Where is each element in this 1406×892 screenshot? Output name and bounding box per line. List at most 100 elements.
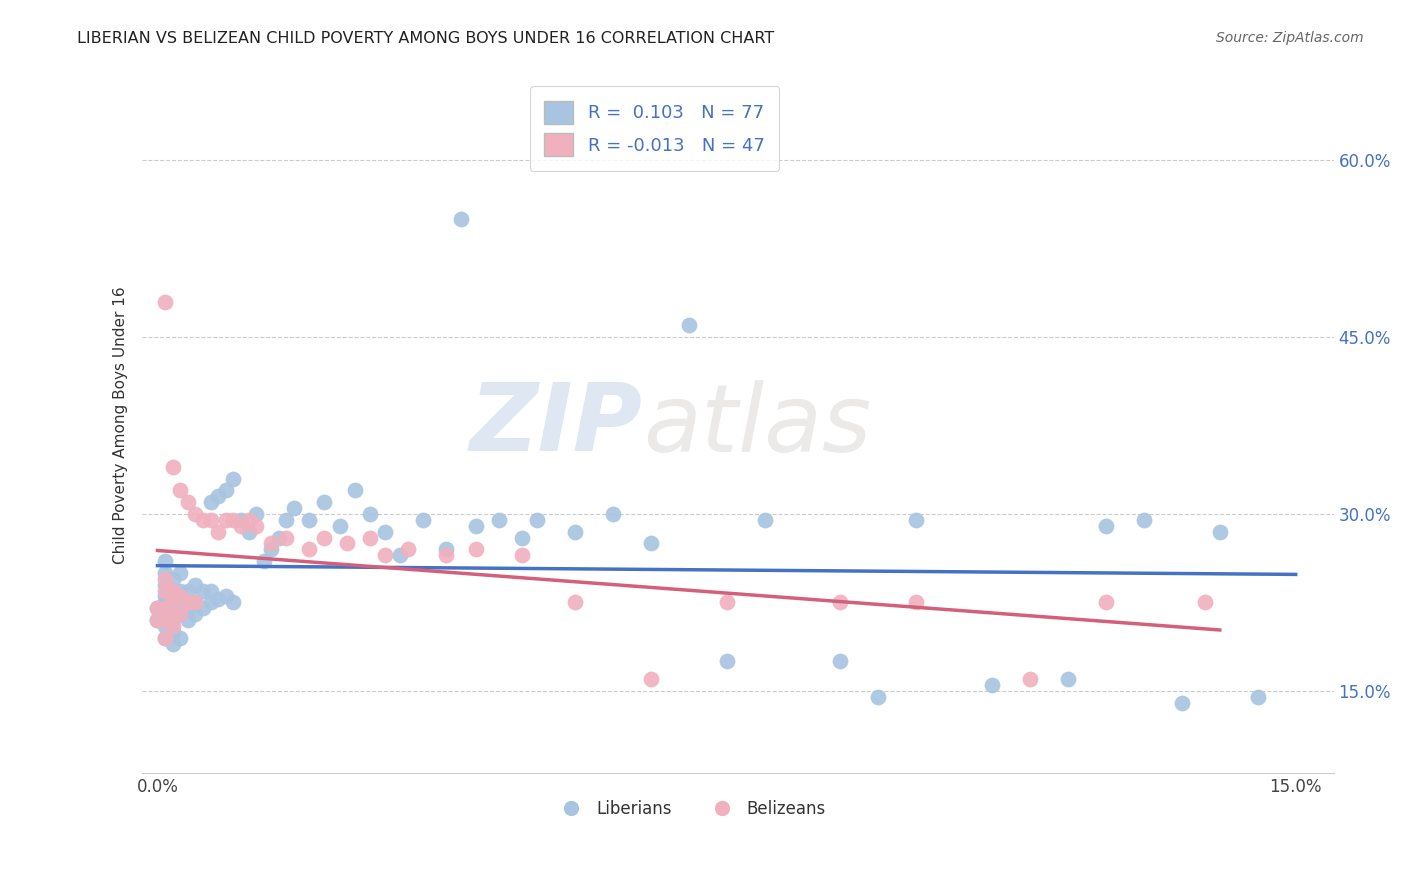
Point [162,619,184,633]
Point [359,531,381,545]
Point [153,577,176,591]
Point [200,513,222,527]
Point [412,513,434,527]
Point [146,613,169,627]
Point [510,548,533,562]
Point [162,595,184,609]
Point [207,591,229,606]
Point [177,601,200,615]
Point [184,507,207,521]
Point [153,583,176,598]
Point [222,471,245,485]
Point [191,583,214,598]
Point [1194,595,1216,609]
Point [146,601,169,615]
Point [162,583,184,598]
Point [153,566,176,580]
Point [434,542,457,557]
Point [169,590,191,604]
Point [177,583,200,598]
Point [981,678,1004,692]
Legend: Liberians, Belizeans: Liberians, Belizeans [548,793,832,824]
Y-axis label: Child Poverty Among Boys Under 16: Child Poverty Among Boys Under 16 [114,286,128,565]
Point [153,631,176,645]
Point [564,524,586,539]
Point [716,654,738,668]
Point [267,531,290,545]
Point [184,577,207,591]
Point [868,690,890,704]
Point [169,607,191,622]
Point [238,524,260,539]
Point [716,595,738,609]
Point [169,483,191,498]
Point [153,601,176,615]
Point [162,459,184,474]
Point [200,595,222,609]
Point [1057,672,1080,686]
Text: atlas: atlas [643,380,870,471]
Point [229,513,252,527]
Point [830,654,852,668]
Point [488,513,510,527]
Text: ZIP: ZIP [470,379,643,472]
Point [276,513,298,527]
Point [153,590,176,604]
Point [153,294,176,309]
Point [564,595,586,609]
Point [177,495,200,509]
Point [153,613,176,627]
Point [905,513,928,527]
Point [465,542,488,557]
Point [153,554,176,568]
Point [602,507,624,521]
Point [177,595,200,609]
Point [434,548,457,562]
Point [169,583,191,598]
Point [343,483,366,498]
Point [640,672,662,686]
Point [184,595,207,609]
Point [245,518,267,533]
Point [215,590,238,604]
Point [215,483,238,498]
Point [283,501,305,516]
Point [207,489,229,503]
Point [314,531,336,545]
Point [510,531,533,545]
Point [200,495,222,509]
Point [169,595,191,609]
Point [678,318,700,333]
Point [336,536,359,550]
Point [1019,672,1042,686]
Point [276,531,298,545]
Point [191,513,214,527]
Point [153,607,176,622]
Point [526,513,548,527]
Point [153,601,176,615]
Point [184,607,207,622]
Point [184,595,207,609]
Point [162,572,184,586]
Point [329,518,352,533]
Point [1209,524,1232,539]
Point [169,631,191,645]
Point [238,513,260,527]
Text: LIBERIAN VS BELIZEAN CHILD POVERTY AMONG BOYS UNDER 16 CORRELATION CHART: LIBERIAN VS BELIZEAN CHILD POVERTY AMONG… [77,31,775,46]
Text: Source: ZipAtlas.com: Source: ZipAtlas.com [1216,31,1364,45]
Point [146,601,169,615]
Point [298,542,321,557]
Point [260,536,283,550]
Point [253,554,276,568]
Point [169,607,191,622]
Point [830,595,852,609]
Point [359,507,381,521]
Point [215,513,238,527]
Point [200,583,222,598]
Point [153,572,176,586]
Point [245,507,267,521]
Point [754,513,776,527]
Point [1095,595,1118,609]
Point [153,619,176,633]
Point [162,590,184,604]
